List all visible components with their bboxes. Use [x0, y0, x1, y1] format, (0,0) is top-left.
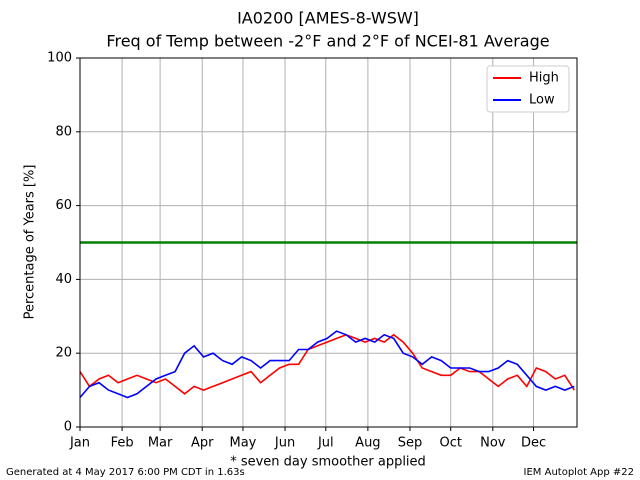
- x-tick-label: Nov: [480, 436, 506, 451]
- y-tick-label: 60: [55, 198, 72, 213]
- x-tick-label: Feb: [111, 436, 134, 451]
- x-tick-label: Apr: [191, 436, 214, 451]
- y-tick-label: 100: [47, 51, 72, 66]
- y-tick-label: 20: [55, 346, 72, 361]
- x-tick-label: Dec: [521, 436, 546, 451]
- chart-subtitle: Freq of Temp between -2°F and 2°F of NCE…: [106, 32, 549, 51]
- x-tick-label: Sep: [398, 436, 423, 451]
- x-tick-label: May: [230, 436, 257, 451]
- x-tick-label: Jun: [274, 436, 295, 451]
- x-tick-label: Oct: [439, 436, 461, 451]
- y-tick-label: 40: [55, 272, 72, 287]
- x-tick-label: Jul: [317, 436, 334, 451]
- y-tick-label: 0: [64, 420, 72, 435]
- plot-frame: [79, 57, 578, 428]
- series-line: [79, 330, 575, 399]
- footer-right: IEM Autoplot App #22: [524, 467, 634, 478]
- legend-label: High: [529, 71, 559, 86]
- footer-left: Generated at 4 May 2017 6:00 PM CDT in 1…: [6, 467, 245, 478]
- x-tick-label: Aug: [355, 436, 380, 451]
- y-tick-label: 80: [55, 124, 72, 139]
- chart-title: IA0200 [AMES-8-WSW]: [237, 9, 419, 28]
- x-tick-label: Jan: [69, 436, 90, 451]
- x-axis-label: * seven day smoother applied: [230, 455, 426, 470]
- legend-label: Low: [529, 93, 555, 108]
- x-tick-label: Mar: [148, 436, 173, 451]
- series-line: [79, 333, 575, 395]
- y-axis-label: Percentage of Years [%]: [23, 165, 38, 320]
